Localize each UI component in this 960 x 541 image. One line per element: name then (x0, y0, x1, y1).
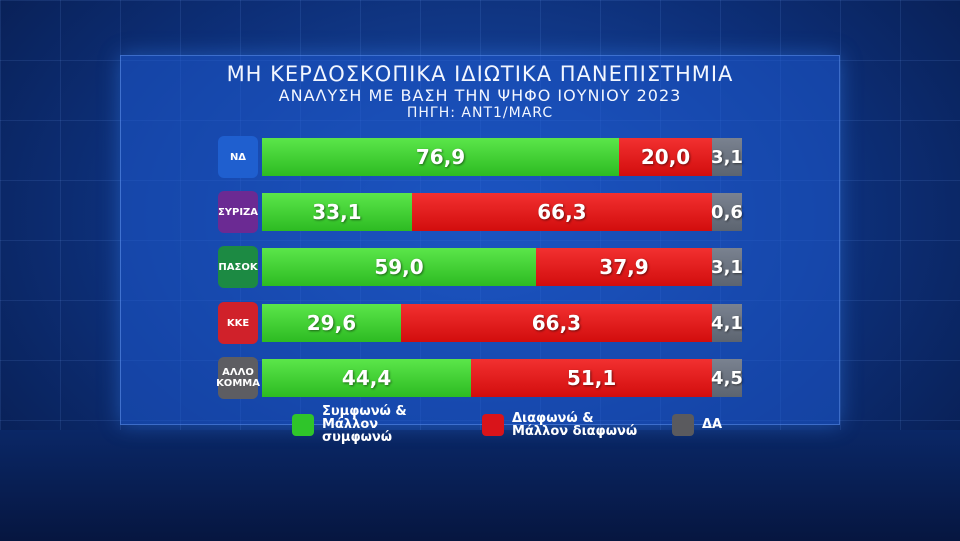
party-logo: ΝΔ (218, 136, 258, 178)
legend-item: ΔΑ (672, 405, 722, 444)
stacked-bar: 76,9 20,0 3,1 (262, 138, 743, 176)
bar-agree: 29,6 (262, 304, 401, 342)
bar-agree: 33,1 (262, 193, 412, 231)
legend-item: Διαφωνώ & Μάλλον διαφωνώ (482, 405, 642, 444)
stacked-bar: 44,4 51,1 4,5 (262, 359, 743, 397)
bar-agree: 59,0 (262, 248, 536, 286)
bar-dk: 3,1 (711, 248, 743, 286)
bar-dk: 4,5 (711, 359, 743, 397)
bar-agree: 44,4 (262, 359, 472, 397)
chart-title: ΜΗ ΚΕΡΔΟΣΚΟΠΙΚΑ ΙΔΙΩΤΙΚΑ ΠΑΝΕΠΙΣΤΗΜΙΑ (226, 62, 734, 86)
bar-row: ΑΛΛΟ ΚΟΜΜΑ 44,4 51,1 4,5 (216, 357, 743, 399)
party-logo: ΑΛΛΟ ΚΟΜΜΑ (216, 357, 260, 399)
bar-row: ΣΥΡΙΖΑ 33,1 66,3 0,6 (218, 191, 743, 233)
bar-row: ΚΚΕ 29,6 66,3 4,1 (218, 302, 743, 344)
party-logo: ΠΑΣΟΚ (218, 246, 258, 288)
legend-swatch (672, 413, 694, 436)
party-logo: ΚΚΕ (218, 302, 258, 344)
bar-disagree: 51,1 (471, 359, 712, 397)
bar-row: ΝΔ 76,9 20,0 3,1 (218, 136, 743, 178)
legend-item: Συμφωνώ & Μάλλον συμφωνώ (292, 405, 452, 444)
legend-label: ΔΑ (702, 417, 723, 432)
bar-dk: 4,1 (711, 304, 743, 342)
bar-row: ΠΑΣΟΚ 59,0 37,9 3,1 (218, 246, 743, 288)
legend-swatch (292, 413, 314, 436)
bar-dk: 3,1 (711, 138, 743, 176)
legend: Συμφωνώ & Μάλλον συμφωνώ Διαφωνώ & Μάλλον… (292, 405, 752, 444)
bar-disagree: 66,3 (411, 193, 712, 231)
bar-disagree: 66,3 (400, 304, 712, 342)
legend-swatch (482, 413, 504, 436)
stacked-bar: 33,1 66,3 0,6 (262, 193, 743, 231)
chart-source: ΠΗΓΗ: ANT1/MARC (406, 105, 554, 121)
bar-disagree: 20,0 (619, 138, 712, 176)
chart-subtitle: ΑΝΑΛΥΣΗ ΜΕ ΒΑΣΗ ΤΗΝ ΨΗΦΟ ΙΟΥΝΙΟΥ 2023 (278, 86, 682, 105)
legend-label: Συμφωνώ & Μάλλον συμφωνώ (322, 404, 407, 445)
titles: ΜΗ ΚΕΡΔΟΣΚΟΠΙΚΑ ΙΔΙΩΤΙΚΑ ΠΑΝΕΠΙΣΤΗΜΙΑ ΑΝ… (120, 62, 840, 121)
stacked-bar: 59,0 37,9 3,1 (262, 248, 743, 286)
legend-label: Διαφωνώ & Μάλλον διαφωνώ (512, 410, 638, 439)
bar-disagree: 37,9 (535, 248, 712, 286)
floor (0, 430, 960, 541)
stacked-bar: 29,6 66,3 4,1 (262, 304, 743, 342)
bar-dk: 0,6 (711, 193, 743, 231)
bar-agree: 76,9 (262, 138, 620, 176)
party-logo: ΣΥΡΙΖΑ (218, 191, 258, 233)
